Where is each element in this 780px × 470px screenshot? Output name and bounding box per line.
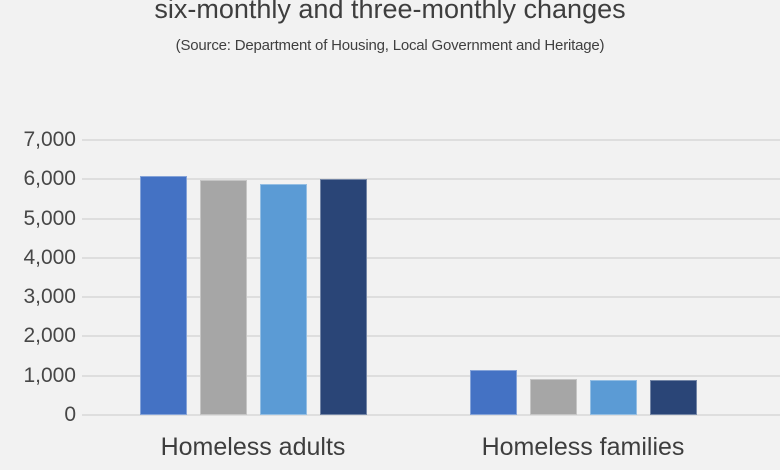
bar-series-1-blue-homeless-adults [139,175,187,415]
gridline [82,178,780,181]
y-tick-label: 6,000 [23,167,76,191]
bar-series-3-light-blue-homeless-families [589,380,637,415]
x-category-label: Homeless adults [160,433,346,461]
gridline [82,296,780,299]
gridline [82,217,780,220]
bar-series-4-dark-navy-homeless-adults [319,178,367,415]
y-tick-label: 7,000 [23,128,76,151]
bar-series-1-blue-homeless-families [469,370,517,415]
bar-series-3-light-blue-homeless-adults [259,183,307,415]
gridline [82,414,780,416]
gridline [82,374,780,377]
y-tick-label: 4,000 [23,245,76,269]
y-tick-label: 1,000 [23,363,76,387]
gridline [82,335,780,338]
bar-series-4-dark-navy-homeless-families [649,380,697,415]
chart-source: (Source: Department of Housing, Local Go… [175,37,605,54]
y-tick-label: 3,000 [23,285,76,309]
x-category-label: Homeless families [481,433,685,461]
bar-series-2-gray-homeless-adults [199,179,247,415]
gridline [82,139,780,141]
y-tick-label: 0 [64,403,76,426]
bar-series-2-gray-homeless-families [529,379,577,415]
chart-title: six-monthly and three-monthly changes [154,0,626,24]
y-tick-label: 2,000 [23,324,76,348]
y-tick-label: 5,000 [23,206,76,230]
gridline [82,256,780,259]
